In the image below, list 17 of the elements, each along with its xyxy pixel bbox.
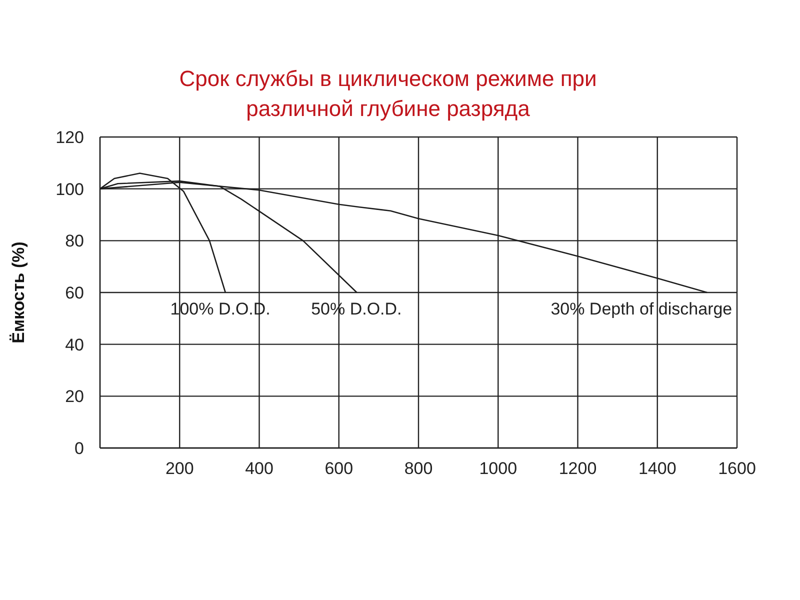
x-tick-label: 1200 <box>558 459 597 478</box>
x-tick-label: 800 <box>404 459 433 478</box>
y-tick-label: 80 <box>65 232 84 251</box>
x-tick-label: 400 <box>245 459 274 478</box>
chart-title: Срок службы в циклическом режиме при различной глубине разряда <box>178 65 598 123</box>
y-tick-label: 100 <box>56 180 84 199</box>
x-tick-label: 1400 <box>638 459 676 478</box>
x-tick-label: 200 <box>165 459 194 478</box>
x-tick-label: 1000 <box>479 459 518 478</box>
y-tick-label: 40 <box>65 335 84 354</box>
y-axis-title: Ёмкость (%) <box>9 242 28 344</box>
x-tick-label: 600 <box>324 459 354 478</box>
x-tick-label: 1600 <box>718 459 756 478</box>
y-tick-label: 60 <box>65 284 84 303</box>
y-tick-label: 20 <box>65 387 84 406</box>
y-tick-label: 0 <box>74 439 84 458</box>
y-tick-label: 120 <box>56 128 84 148</box>
